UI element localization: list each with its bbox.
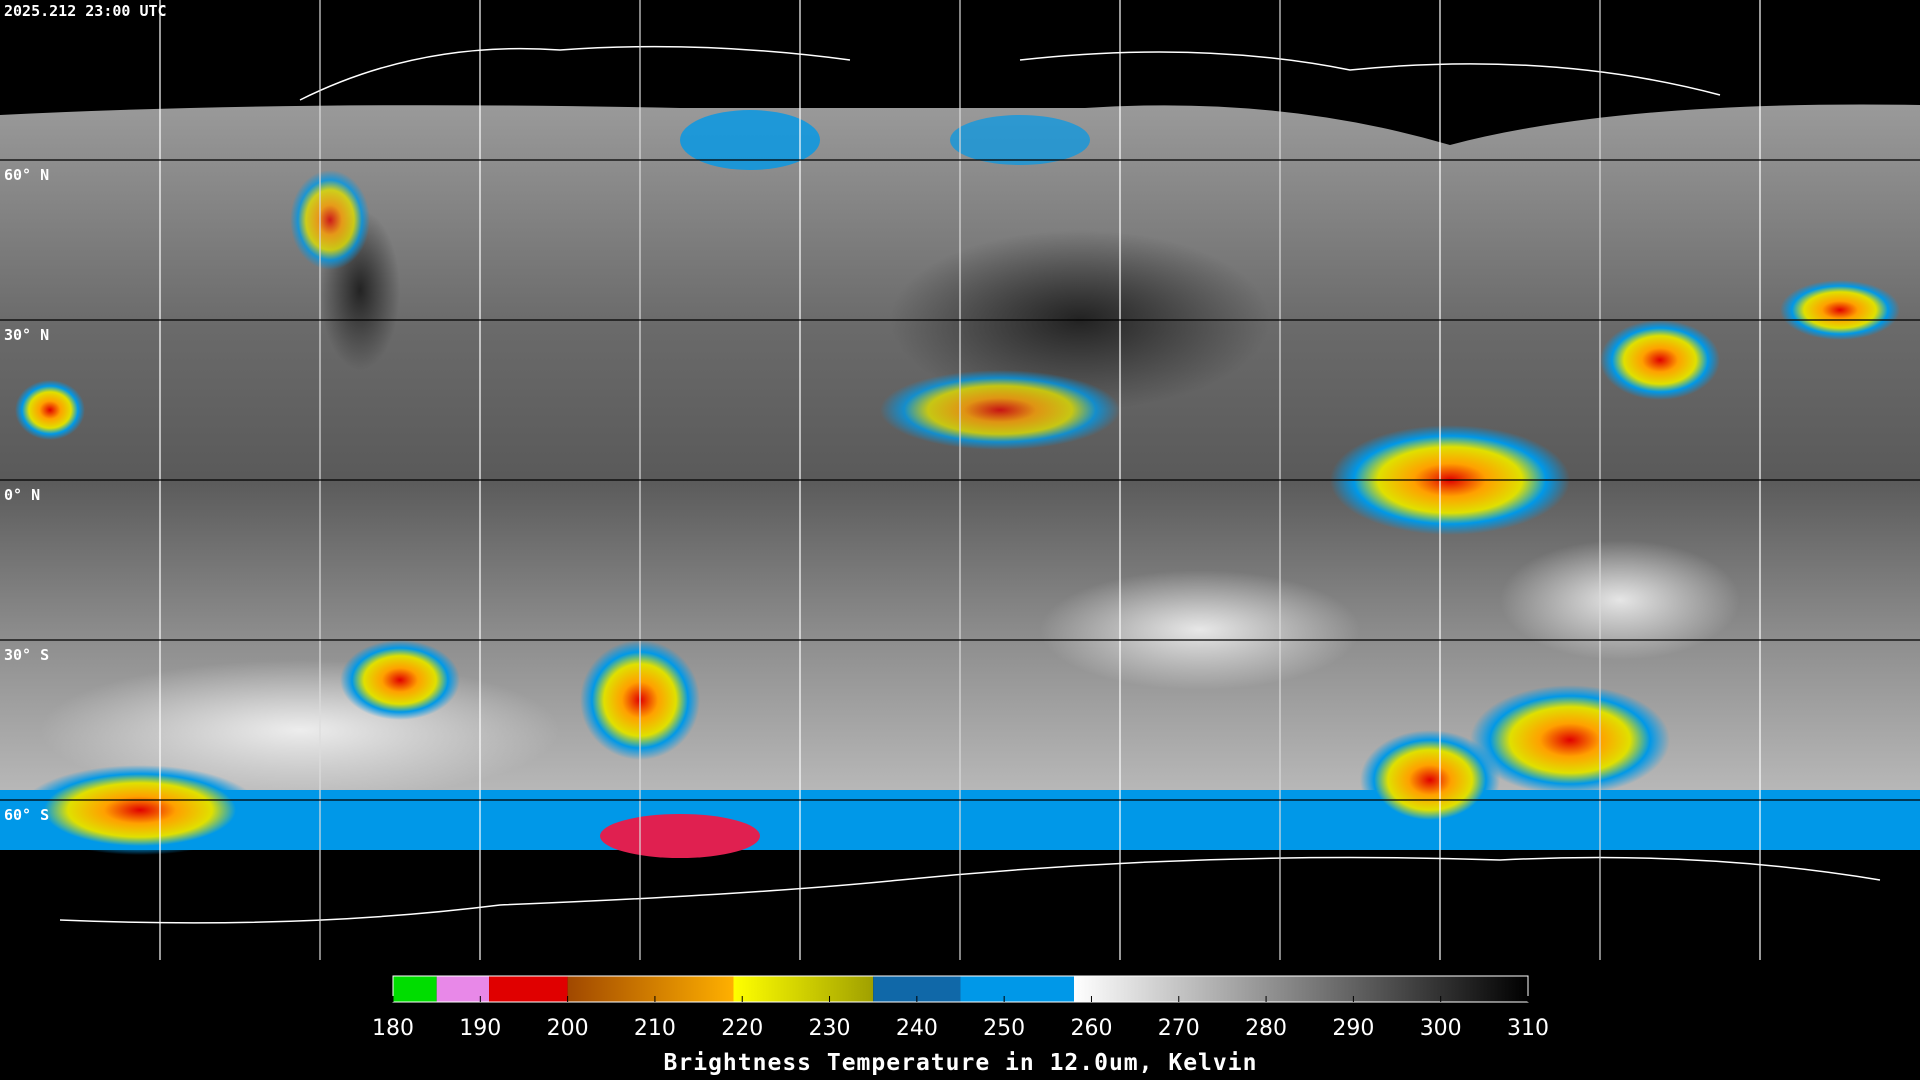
cloud bbox=[1500, 540, 1740, 660]
coastline bbox=[59, 45, 1881, 924]
colorbar-segment bbox=[733, 976, 874, 1002]
storm bbox=[880, 370, 1120, 450]
storm bbox=[1470, 685, 1670, 795]
colorbar-frame bbox=[392, 975, 1529, 1003]
storm bbox=[1600, 320, 1720, 400]
colorbar-segment bbox=[960, 976, 1074, 1002]
colorbar-tick-label: 230 bbox=[809, 1016, 851, 1041]
cloud bbox=[1040, 570, 1360, 690]
colorbar-title: Brightness Temperature in 12.0um, Kelvin bbox=[664, 1050, 1258, 1076]
colorbar: 180 190 200 210 220 230 240 250 260 270 280 290 300 3… bbox=[372, 975, 1549, 1076]
latitude-label: 30° S bbox=[4, 646, 49, 664]
timestamp: 2025.212 23:00 UTC bbox=[4, 2, 167, 20]
colorbar-tick-label: 300 bbox=[1420, 1016, 1462, 1041]
colorbar-tick-label: 200 bbox=[547, 1016, 589, 1041]
colorbar-segment bbox=[1074, 976, 1528, 1002]
storm bbox=[1360, 730, 1500, 830]
colorbar-tick-label: 240 bbox=[896, 1016, 938, 1041]
storm bbox=[15, 380, 85, 440]
colorbar-tick-label: 250 bbox=[983, 1016, 1025, 1041]
colorbar-segment bbox=[436, 976, 490, 1002]
colorbar-tick-label: 190 bbox=[459, 1016, 501, 1041]
colorbar-tick-label: 270 bbox=[1158, 1016, 1200, 1041]
colorbar-tick-label: 310 bbox=[1507, 1016, 1549, 1041]
colorbar-tick-label: 290 bbox=[1332, 1016, 1374, 1041]
colorbar-segment bbox=[393, 976, 437, 1002]
latitude-label: 0° N bbox=[4, 486, 40, 504]
latitude-label: 60° N bbox=[4, 166, 49, 184]
colorbar-tick-label: 180 bbox=[372, 1016, 414, 1041]
colorbar-tick-label: 210 bbox=[634, 1016, 676, 1041]
latitude-label: 30° N bbox=[4, 326, 49, 344]
storm bbox=[20, 765, 260, 855]
graticule: 60° N 30° N 0° N 30° S 60° S bbox=[0, 0, 1920, 960]
storm bbox=[600, 814, 760, 858]
storm bbox=[290, 170, 370, 270]
storm bbox=[340, 640, 460, 720]
colorbar-tick-label: 260 bbox=[1070, 1016, 1112, 1041]
cloud bbox=[680, 110, 820, 170]
latitude-label: 60° S bbox=[4, 806, 49, 824]
colorbar-segment bbox=[489, 976, 568, 1002]
colorbar-tick-label: 220 bbox=[721, 1016, 763, 1041]
cloud bbox=[950, 115, 1090, 165]
colorbar-tick-label: 280 bbox=[1245, 1016, 1287, 1041]
storm bbox=[1780, 280, 1900, 340]
colorbar-segment bbox=[567, 976, 734, 1002]
